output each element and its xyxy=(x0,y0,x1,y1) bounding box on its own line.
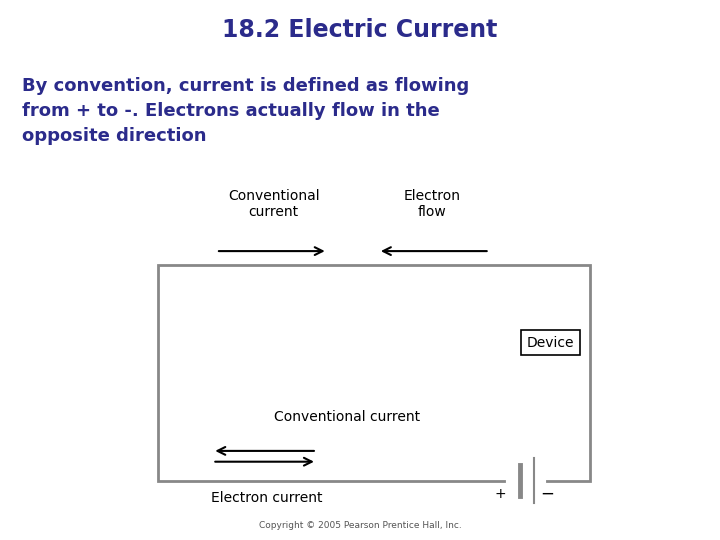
Text: Conventional
current: Conventional current xyxy=(228,188,320,219)
Bar xyxy=(158,265,590,481)
Text: Electron
flow: Electron flow xyxy=(403,188,461,219)
Text: Electron current: Electron current xyxy=(211,491,322,505)
Text: Conventional current: Conventional current xyxy=(274,410,420,424)
Text: Copyright © 2005 Pearson Prentice Hall, Inc.: Copyright © 2005 Pearson Prentice Hall, … xyxy=(258,521,462,530)
Text: −: − xyxy=(540,485,554,503)
Text: +: + xyxy=(495,487,506,501)
Text: By convention, current is defined as flowing
from + to -. Electrons actually flo: By convention, current is defined as flo… xyxy=(22,77,469,145)
Text: Device: Device xyxy=(527,336,575,350)
Text: 18.2 Electric Current: 18.2 Electric Current xyxy=(222,18,498,42)
